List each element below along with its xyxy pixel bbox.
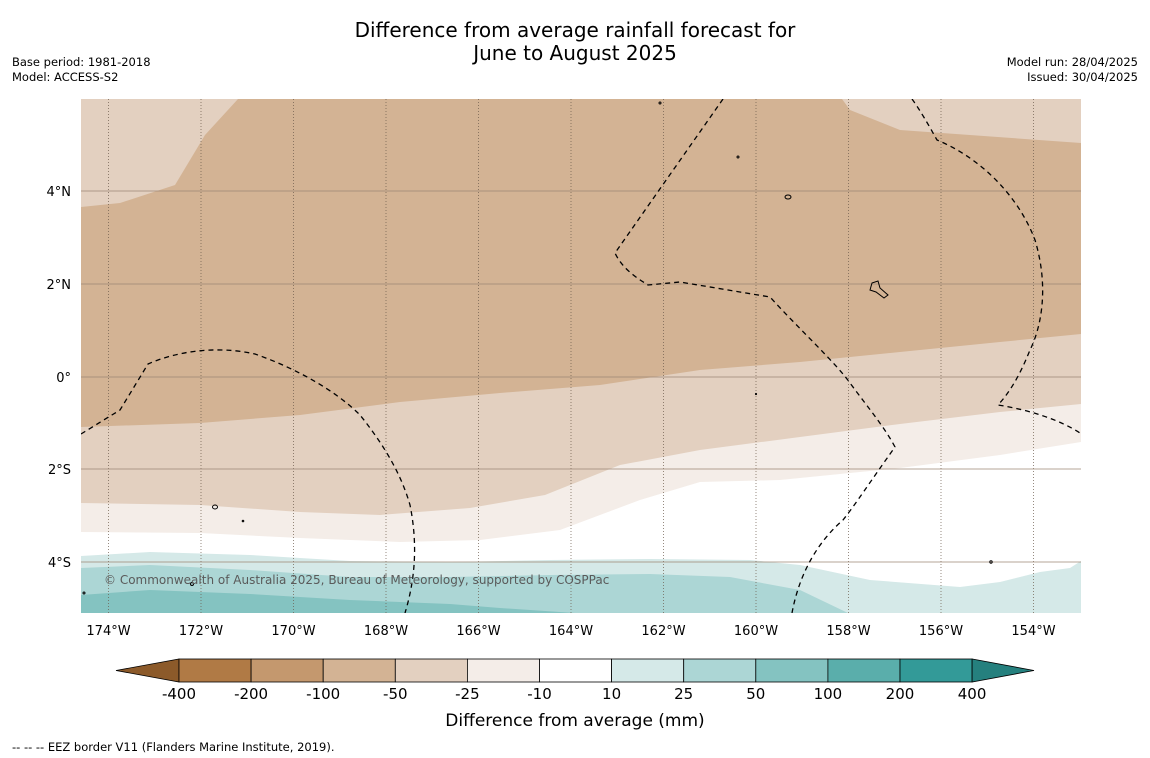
island-8: [82, 591, 86, 595]
island-6: [190, 582, 194, 586]
island-9: [754, 392, 758, 396]
eez-legend-note: -- -- -- EEZ border V11 (Flanders Marine…: [12, 740, 335, 754]
lat-label: 4°N: [47, 185, 72, 200]
colorbar-tick-label: 25: [674, 685, 693, 703]
lon-label: 172°W: [179, 624, 223, 639]
issued-date: Issued: 30/04/2025: [1027, 70, 1138, 84]
colorbar-tick-label: -50: [383, 685, 408, 703]
colorbar-tick-label: 50: [746, 685, 765, 703]
eez-border-east: [911, 99, 1081, 434]
title-line-1: Difference from average rainfall forecas…: [354, 18, 796, 42]
colorbar-swatch: [899, 658, 973, 683]
island-1: [784, 194, 792, 200]
eez-border-kiribati-gilbert: [81, 349, 416, 613]
colorbar-extend-high: [971, 658, 1035, 683]
longitude-labels: 174°W 172°W 170°W 168°W 166°W 164°W 162°…: [86, 624, 1055, 639]
colorbar-tick-label: -25: [455, 685, 480, 703]
colorbar-tick-label: 400: [958, 685, 987, 703]
colorbar-tick-label: 100: [814, 685, 843, 703]
lat-label: 2°N: [47, 278, 72, 293]
lon-label: 166°W: [456, 624, 500, 639]
colorbar-tick-label: -200: [234, 685, 268, 703]
metadata-right: Model run: 28/04/2025 Issued: 30/04/2025: [1007, 55, 1138, 85]
lon-label: 168°W: [364, 624, 408, 639]
lon-label: 174°W: [86, 624, 130, 639]
colorbar-tick-label: -10: [527, 685, 552, 703]
island-4: [736, 155, 740, 159]
colorbar-tick-label: -400: [162, 685, 196, 703]
map-title: Difference from average rainfall forecas…: [0, 19, 1150, 65]
colorbar-swatch: [827, 658, 901, 683]
colorbar-swatches: [115, 658, 1035, 683]
lat-label: 0°: [56, 371, 71, 386]
colorbar-tick-labels: -400 -200 -100 -50 -25 -10 10 25 50 100 200 400: [162, 685, 986, 703]
base-period: Base period: 1981-2018: [12, 55, 151, 69]
copyright-notice: © Commonwealth of Australia 2025, Bureau…: [104, 573, 609, 587]
colorbar: -400 -200 -100 -50 -25 -10 10 25 50 100 200 400 Dif…: [115, 658, 1035, 731]
lon-label: 162°W: [641, 624, 685, 639]
band-plus50: [81, 590, 575, 613]
metadata-left: Base period: 1981-2018 Model: ACCESS-S2: [12, 55, 151, 85]
colorbar-swatch: [322, 658, 396, 683]
lat-label: 4°S: [48, 556, 71, 571]
colorbar-swatch: [250, 658, 324, 683]
island-kiritimati: [869, 280, 889, 299]
island-5: [241, 519, 245, 523]
island-2: [212, 504, 218, 510]
colorbar-label: Difference from average (mm): [445, 711, 704, 731]
lon-label: 164°W: [549, 624, 593, 639]
colorbar-swatch: [178, 658, 252, 683]
colorbar-tick-label: 10: [602, 685, 621, 703]
latitude-labels: 4°N 2°N 0° 2°S 4°S: [47, 185, 72, 571]
latitude-gridlines: [81, 190, 1081, 563]
colorbar-extend-low: [115, 658, 180, 683]
lon-label: 170°W: [271, 624, 315, 639]
lon-label: 160°W: [734, 624, 778, 639]
island-3: [658, 101, 662, 105]
colorbar-swatch: [466, 658, 540, 683]
lon-label: 158°W: [826, 624, 870, 639]
lon-label: 156°W: [919, 624, 963, 639]
lat-label: 2°S: [48, 463, 71, 478]
colorbar-swatch: [539, 658, 612, 683]
rainfall-map: © Commonwealth of Australia 2025, Bureau…: [81, 99, 1081, 613]
model-name: Model: ACCESS-S2: [12, 70, 119, 84]
colorbar-swatch: [611, 658, 685, 683]
colorbar-swatch: [755, 658, 829, 683]
island-7: [989, 560, 993, 564]
colorbar-tick-label: 200: [886, 685, 915, 703]
islands: [82, 101, 993, 595]
eez-borders: [81, 99, 1081, 613]
colorbar-swatch: [394, 658, 468, 683]
title-line-2: June to August 2025: [473, 41, 677, 65]
eez-border-kiribati-phoenix-line: [614, 99, 896, 613]
band-minus100: [81, 99, 1081, 427]
model-run: Model run: 28/04/2025: [1006, 55, 1138, 69]
colorbar-swatch: [683, 658, 757, 683]
colorbar-tick-label: -100: [306, 685, 340, 703]
lon-label: 154°W: [1011, 624, 1055, 639]
